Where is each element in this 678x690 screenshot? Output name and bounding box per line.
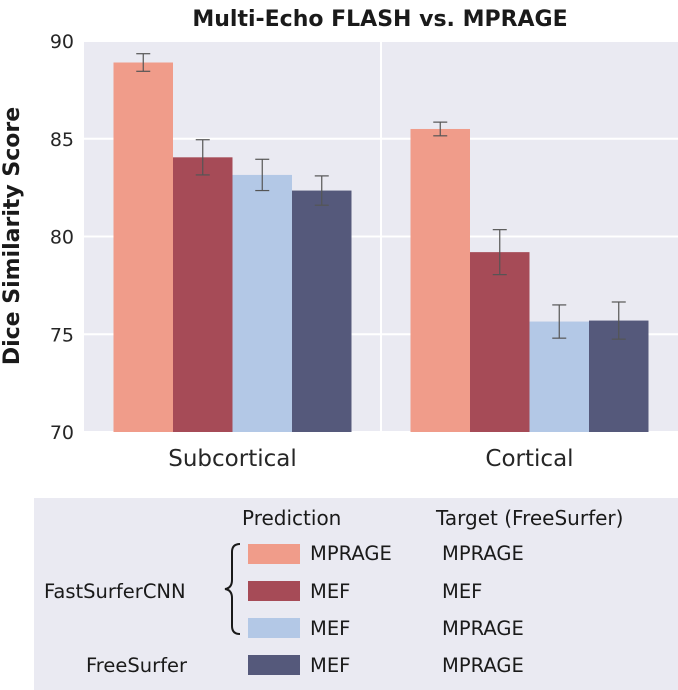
legend-swatch-4 bbox=[248, 655, 300, 675]
y-tick-label-80: 80 bbox=[50, 227, 74, 249]
legend-group-freesurfer: FreeSurfer bbox=[86, 654, 188, 677]
bar-chart: Multi-Echo FLASH vs. MPRAGE Dice Similar… bbox=[0, 7, 678, 472]
bar-subcortical-1 bbox=[113, 62, 173, 432]
legend-header-target: Target (FreeSurfer) bbox=[436, 506, 624, 530]
legend-row-1-target: MPRAGE bbox=[442, 542, 524, 565]
legend-row-4-target: MPRAGE bbox=[442, 654, 524, 677]
y-axis-label: Dice Similarity Score bbox=[0, 107, 25, 365]
y-tick-label-70: 70 bbox=[50, 422, 74, 444]
curly-brace-icon bbox=[224, 543, 241, 635]
bar-cortical-1 bbox=[410, 128, 470, 432]
legend-row-4-prediction: MEF bbox=[310, 654, 351, 677]
legend-row-3-target: MPRAGE bbox=[442, 617, 524, 640]
bar-subcortical-2 bbox=[173, 157, 233, 432]
x-tick-label-cortical: Cortical bbox=[485, 446, 573, 472]
legend-row-2-prediction: MEF bbox=[310, 580, 351, 603]
legend-swatch-1 bbox=[248, 544, 300, 564]
legend-swatch-3 bbox=[248, 618, 300, 638]
y-tick-label-75: 75 bbox=[50, 324, 74, 346]
bar-subcortical-4 bbox=[292, 190, 352, 432]
legend-row-1-prediction: MPRAGE bbox=[310, 542, 392, 565]
y-tick-label-85: 85 bbox=[50, 129, 74, 151]
legend: Prediction Target (FreeSurfer) FastSurfe… bbox=[34, 498, 678, 690]
bar-cortical-3 bbox=[529, 321, 589, 432]
legend-row-3-prediction: MEF bbox=[310, 617, 351, 640]
y-tick-label-90: 90 bbox=[50, 31, 74, 53]
bar-cortical-2 bbox=[470, 252, 530, 432]
legend-swatch-2 bbox=[248, 581, 300, 601]
x-tick-label-subcortical: Subcortical bbox=[168, 446, 297, 472]
bar-subcortical-3 bbox=[232, 174, 292, 433]
legend-group-fastsurfercnn: FastSurferCNN bbox=[44, 580, 186, 603]
legend-header-prediction: Prediction bbox=[242, 506, 342, 530]
chart-title: Multi-Echo FLASH vs. MPRAGE bbox=[192, 7, 567, 32]
legend-row-2-target: MEF bbox=[442, 580, 483, 603]
